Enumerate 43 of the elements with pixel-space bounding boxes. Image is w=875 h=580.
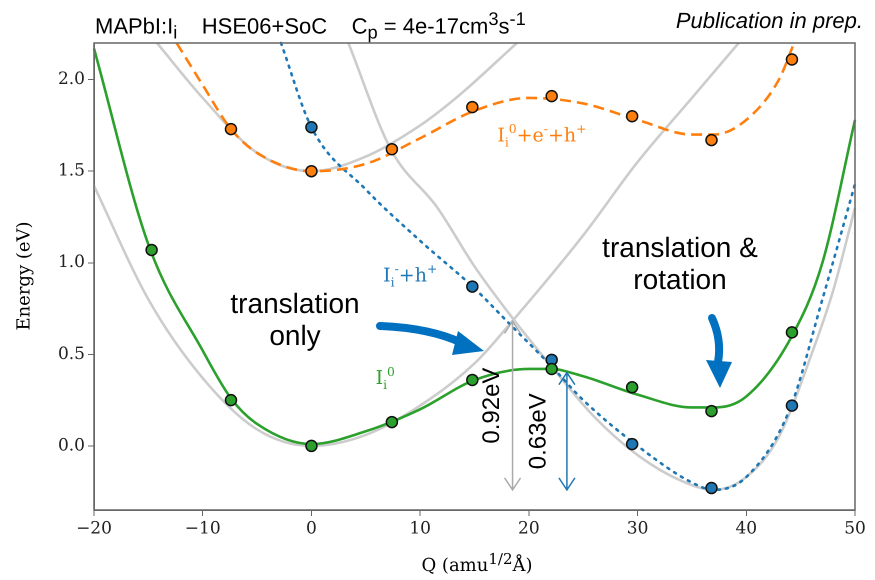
- point: [224, 394, 238, 406]
- annotation: translation & rotation: [601, 232, 759, 296]
- point: [786, 53, 798, 66]
- x-tick-label: 10: [409, 518, 431, 539]
- point: [705, 134, 718, 146]
- point: [545, 90, 558, 102]
- point: [626, 110, 638, 123]
- y-tick-label: 1.0: [58, 252, 85, 272]
- x-axis-title: Q (amu$^{1/2}$Å): [420, 550, 534, 576]
- point: [466, 100, 479, 114]
- point: [626, 438, 638, 450]
- y-tick-label: 2.0: [58, 69, 85, 90]
- point: [466, 374, 479, 386]
- x-tick-label: 30: [626, 518, 648, 539]
- chart-title: MAPbI:I$_{i}$ HSE06+SoC C$_{p}$ = 4e-17cm$^{3}$s$^{-1}$: [95, 8, 526, 43]
- y-tick-label: 0.0: [58, 435, 85, 456]
- annotation: translation only: [229, 288, 361, 352]
- x-tick-label: 40: [735, 518, 758, 539]
- x-tick-label: 50: [844, 518, 866, 539]
- annotation: 0.92eV: [478, 368, 506, 444]
- x-tick-label: 20: [518, 518, 540, 539]
- point: [305, 440, 318, 452]
- x-tick-label: −10: [184, 518, 221, 539]
- point: [545, 362, 558, 376]
- point: [386, 416, 398, 428]
- point: [786, 399, 798, 412]
- point: [466, 280, 479, 293]
- point: [386, 142, 398, 156]
- point: [305, 164, 318, 178]
- point: [786, 326, 798, 339]
- x-tick-label: 0: [306, 518, 317, 539]
- x-tick-label: −20: [76, 518, 112, 539]
- chart-subtitle: Publication in prep.: [676, 8, 863, 34]
- point: [626, 381, 638, 394]
- point: [705, 482, 718, 494]
- y-tick-label: 0.5: [58, 344, 85, 364]
- point: [145, 244, 158, 256]
- point: [705, 404, 718, 418]
- annotation: 0.63eV: [524, 393, 552, 470]
- y-tick-label: 1.5: [58, 160, 85, 181]
- y-axis-title: Energy (eV): [14, 221, 34, 331]
- point: [305, 120, 318, 134]
- point: [224, 122, 238, 136]
